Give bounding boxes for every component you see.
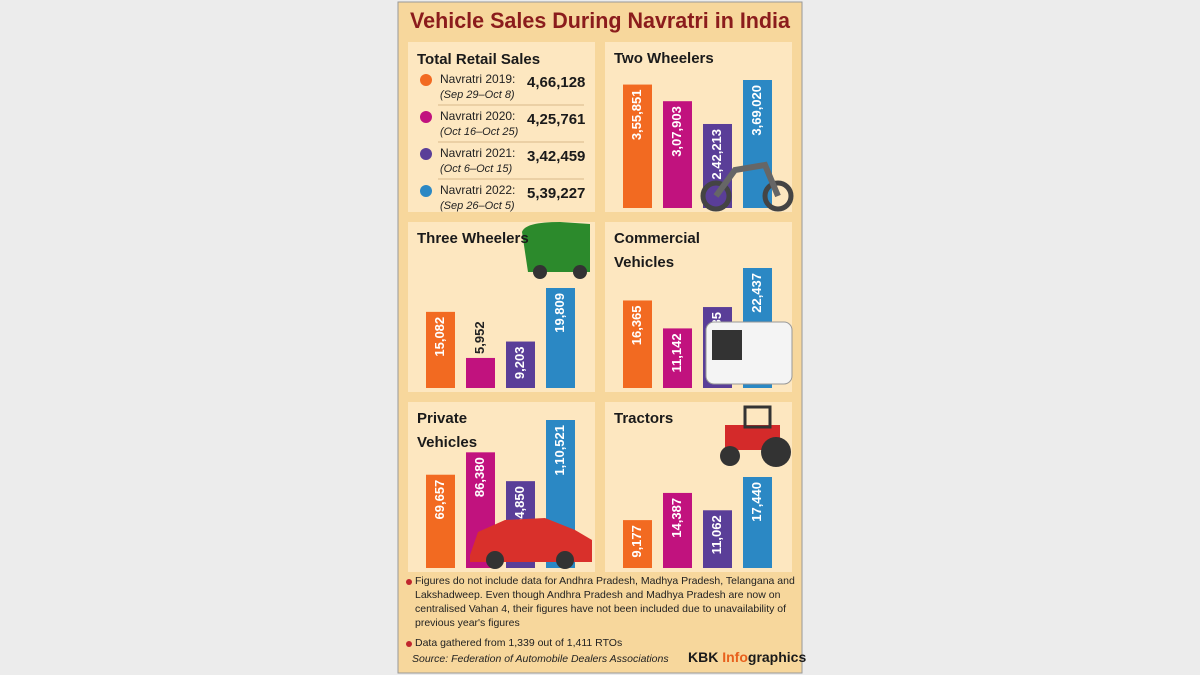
notes: Figures do not include data for Andhra P… <box>405 574 795 650</box>
poster-title: Vehicle Sales During Navratri in India <box>410 8 791 33</box>
value-label: 2,42,213 <box>709 129 724 180</box>
value-label: 14,387 <box>669 498 684 538</box>
value-label: 5,952 <box>472 321 487 354</box>
bar <box>663 328 692 388</box>
panel-title: Private Vehicles <box>417 410 478 451</box>
legend-dot <box>420 74 432 86</box>
bar <box>546 288 575 388</box>
brand-highlight: Info <box>722 649 748 665</box>
legend-dates: (Sep 29–Oct 8) <box>440 89 515 101</box>
panel-title: Tractors <box>614 410 674 427</box>
legend-value: 3,42,459 <box>527 148 585 165</box>
illustration <box>486 551 504 569</box>
brand-suffix: graphics <box>747 649 807 665</box>
legend-label: Navratri 2021: <box>440 146 515 160</box>
illustration <box>712 330 742 360</box>
note: Data gathered from 1,339 out of 1,411 RT… <box>415 637 623 649</box>
legend-label: Navratri 2020: <box>440 109 515 123</box>
legend-dates: (Oct 6–Oct 15) <box>440 163 512 175</box>
bar <box>623 300 652 388</box>
value-label: 19,809 <box>552 293 567 333</box>
illustration <box>743 405 772 429</box>
bar <box>426 474 455 568</box>
legend-dot <box>420 148 432 160</box>
legend-dates: (Oct 16–Oct 25) <box>440 126 519 138</box>
panel-title: Commercial Vehicles <box>614 230 700 271</box>
value-label: 16,365 <box>629 305 644 345</box>
legend-dates: (Sep 26–Oct 5) <box>440 200 515 212</box>
value-label: 11,062 <box>709 515 724 554</box>
bar <box>663 101 692 208</box>
legend-value: 4,66,128 <box>527 74 585 91</box>
legend-dot <box>420 111 432 123</box>
illustration <box>720 446 740 466</box>
illustration <box>762 180 794 212</box>
illustration <box>522 222 590 272</box>
value-label: 1,10,521 <box>552 425 567 476</box>
bar <box>466 357 495 388</box>
panel-title: Two Wheelers <box>614 50 714 67</box>
bar <box>506 341 535 388</box>
value-label: 9,177 <box>629 525 644 558</box>
bullet <box>406 641 412 647</box>
value-label: 17,440 <box>749 482 764 522</box>
illustration <box>761 437 791 467</box>
value-label: 22,437 <box>749 273 764 313</box>
bar <box>703 510 732 568</box>
illustration <box>573 265 587 279</box>
illustration <box>700 180 732 212</box>
bar <box>426 311 455 388</box>
bar <box>743 477 772 568</box>
summary-title: Total Retail Sales <box>417 51 541 68</box>
value-label: 64,850 <box>512 486 527 526</box>
value-label: 9,203 <box>512 347 527 380</box>
source: Source: Federation of Automobile Dealers… <box>412 653 669 665</box>
value-label: 15,082 <box>432 317 447 357</box>
value-label: 3,69,020 <box>749 85 764 136</box>
legend-value: 4,25,761 <box>527 111 585 128</box>
legend-value: 5,39,227 <box>527 185 585 202</box>
value-label: 11,142 <box>669 333 684 372</box>
value-label: 69,657 <box>432 480 447 520</box>
illustration <box>470 518 592 562</box>
illustration <box>713 161 781 198</box>
brand-prefix: KBK <box>688 649 719 665</box>
legend-label: Navratri 2019: <box>440 72 515 86</box>
panel-title: Three Wheelers <box>417 230 529 247</box>
illustration <box>556 551 574 569</box>
value-label: 86,380 <box>472 457 487 497</box>
value-label: 3,07,903 <box>669 106 684 157</box>
illustration <box>533 265 547 279</box>
legend-label: Navratri 2022: <box>440 183 515 197</box>
bullet <box>406 579 412 585</box>
bar <box>663 492 692 568</box>
legend-dot <box>420 185 432 197</box>
bar <box>623 84 652 208</box>
note: Figures do not include data for Andhra P… <box>415 575 795 629</box>
panel <box>408 42 595 212</box>
value-label: 3,55,851 <box>629 90 644 141</box>
brand: KBK Infographics <box>688 649 806 665</box>
bar <box>623 520 652 568</box>
